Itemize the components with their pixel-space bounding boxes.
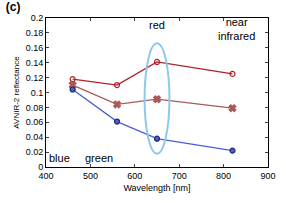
svg-text:blue: blue [49,152,70,164]
svg-text:0.16: 0.16 [26,43,44,53]
svg-text:0.2: 0.2 [31,13,44,23]
svg-text:0.12: 0.12 [26,73,44,83]
svg-text:500: 500 [83,171,98,181]
svg-text:0: 0 [38,162,43,172]
svg-text:700: 700 [172,171,187,181]
svg-text:0.02: 0.02 [26,147,44,157]
svg-text:(c): (c) [6,0,21,14]
svg-text:400: 400 [38,171,53,181]
svg-text:AVNIR-2 reflectance: AVNIR-2 reflectance [12,56,21,129]
svg-text:0.14: 0.14 [26,58,44,68]
svg-text:0.08: 0.08 [26,103,44,113]
svg-text:0.04: 0.04 [26,132,44,142]
svg-text:0.06: 0.06 [26,117,44,127]
svg-text:green: green [85,152,113,164]
svg-text:red: red [149,19,165,31]
svg-text:nearinfrared: nearinfrared [218,16,255,42]
svg-text:Wavelength [nm]: Wavelength [nm] [123,183,190,193]
svg-text:600: 600 [127,171,142,181]
svg-text:0.18: 0.18 [26,28,44,38]
svg-text:0.1: 0.1 [31,88,44,98]
svg-text:800: 800 [216,171,231,181]
svg-text:900: 900 [260,171,275,181]
